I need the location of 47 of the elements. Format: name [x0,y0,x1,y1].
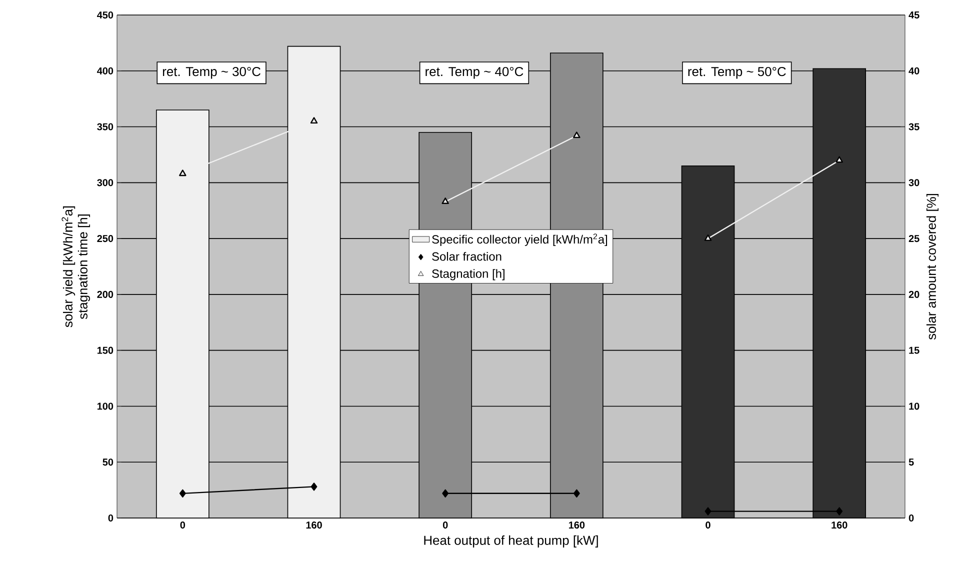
y2-tick-label: 35 [908,123,920,130]
point [704,507,712,516]
x-tick-label: 160 [568,522,585,529]
y2-tick-label: 5 [908,458,914,466]
annotation: ret. Temp ~ 50°C [688,66,786,79]
y-tick-label: 350 [97,123,114,130]
y-tick-label: 100 [97,402,114,410]
y-tick-label: 450 [97,11,114,19]
x-tick-label: 0 [180,522,186,529]
x-axis-title: Heat output of heat pump [kW] [424,535,598,548]
point [836,156,843,163]
y-tick-label: 0 [108,514,114,522]
y2-tick-label: 10 [909,402,920,410]
point [310,117,318,124]
y-tick-label: 200 [97,290,114,298]
point [179,489,186,498]
x-tick-label: 0 [706,522,710,529]
y2-tick-label: 15 [909,346,920,354]
y-tick-label: 400 [97,67,114,74]
annotation: ret. Temp ~ 40°C [426,66,524,79]
y-tick-label: 150 [97,346,114,354]
legend-label: Solar fraction [432,252,502,261]
point [442,489,449,498]
point [573,489,580,498]
point [836,507,843,516]
annotation: ret. Temp ~ 30°C [162,66,260,79]
y-tick-label: 300 [97,179,114,186]
legend-label: Specific collector yield [kWh/m$^{2}$a] [432,234,608,246]
point [573,132,580,138]
y-axis-title: solar yield [kWh/m$^{2}$a] stagnation time [h] [62,206,90,328]
y2-tick-label: 40 [908,67,920,74]
x-tick-label: 0 [442,522,448,529]
y2-tick-label: 0 [908,514,914,522]
x-tick-label: 160 [832,522,848,529]
y2-tick-label: 20 [908,290,920,298]
y2-tick-label: 30 [908,179,920,186]
legend-label: Stagnation [h] [432,269,504,280]
y2-tick-label: 45 [908,12,920,18]
point [179,170,186,176]
x-tick-label: 160 [306,522,322,529]
point [704,234,712,241]
y-tick-label: 50 [102,458,114,466]
y-tick-label: 250 [97,235,114,242]
y2-axis-title: solar amount covered [%] [926,194,939,340]
y2-tick-label: 25 [908,235,920,242]
point [310,482,318,491]
point [442,198,449,204]
